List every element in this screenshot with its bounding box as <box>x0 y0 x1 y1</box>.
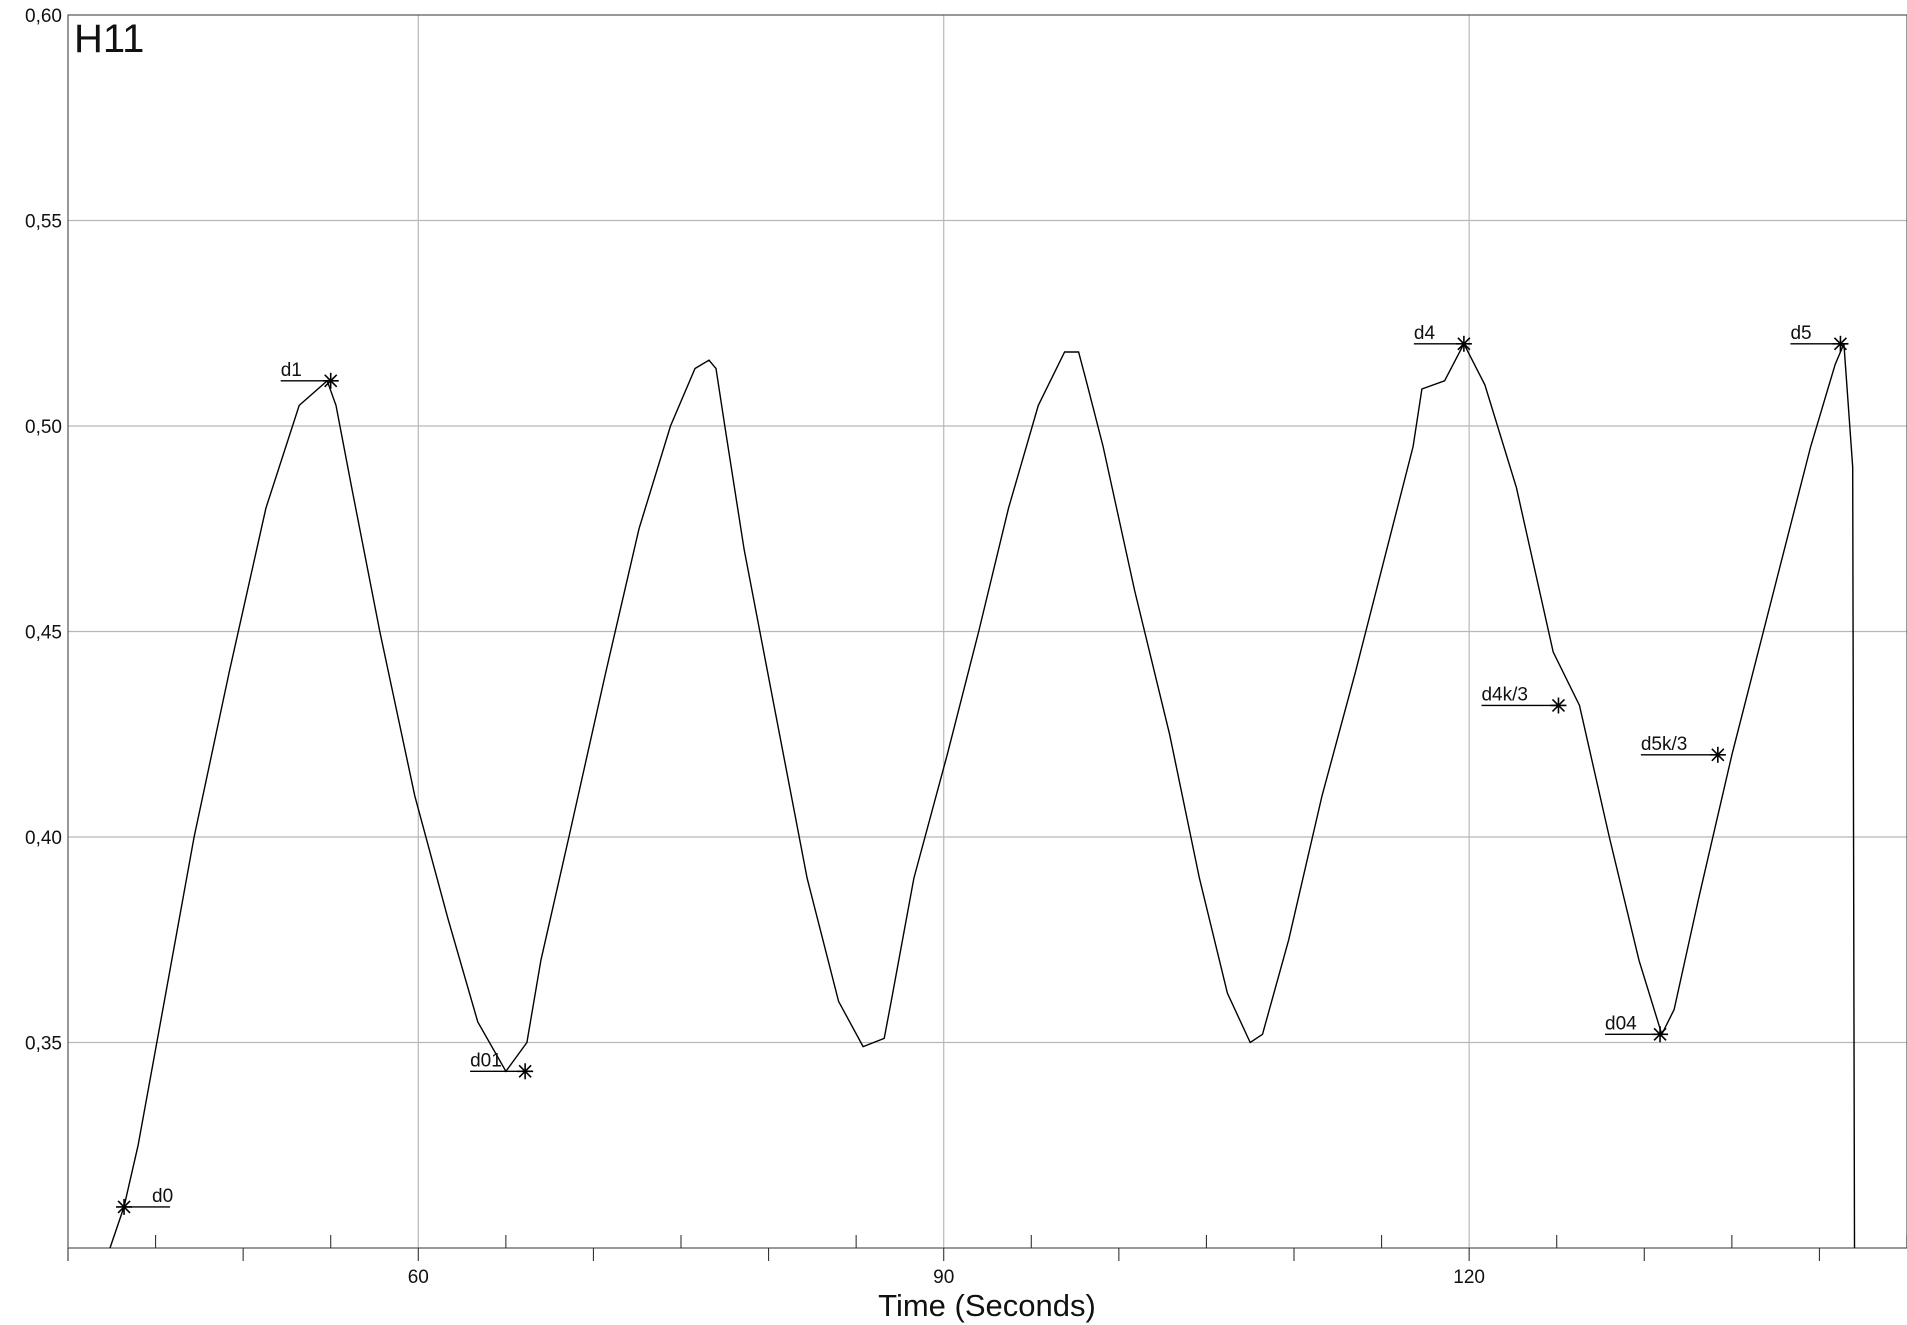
series-line <box>109 342 1856 1249</box>
annotation-label: d04 <box>1605 1013 1637 1034</box>
y-tick-label: 0,60 <box>25 6 62 27</box>
annotation-d5: d5 <box>1790 323 1849 352</box>
panel-title: H11 <box>74 17 144 61</box>
annotation-label: d4 <box>1414 323 1436 344</box>
plot-frame <box>67 14 1907 1249</box>
annotation-label: d5 <box>1790 323 1811 344</box>
axis-ticks: 0,35 0,40 0,45 0,50 0,55 0,60 60 90 120 <box>25 6 1907 1288</box>
annotation-label: d1 <box>281 360 302 381</box>
annotation-label: d5k/3 <box>1641 734 1687 755</box>
annotation-label: d4k/3 <box>1481 684 1527 705</box>
y-tick-label: 0,50 <box>25 417 62 438</box>
annotation-d0: d0 <box>116 1186 173 1215</box>
x-tick-label: 60 <box>408 1267 429 1288</box>
y-tick-label: 0,45 <box>25 623 62 644</box>
annotation-d4k-3: d4k/3 <box>1481 684 1567 714</box>
series-group <box>109 342 1856 1249</box>
y-tick-label: 0,55 <box>25 212 62 233</box>
y-tick-label: 0,35 <box>25 1034 62 1055</box>
x-tick-label: 120 <box>1453 1267 1485 1288</box>
annotation-markers: d0 d1 d01 d4 d4k/3 d04 d5k/3 d5 <box>116 323 1849 1215</box>
annotation-d04: d04 <box>1605 1013 1669 1043</box>
annotation-label: d01 <box>470 1050 502 1071</box>
annotation-d4: d4 <box>1413 323 1472 352</box>
annotation-d01: d01 <box>470 1050 534 1080</box>
annotation-label: d0 <box>152 1186 173 1207</box>
y-tick-label: 0,40 <box>25 828 62 849</box>
annotation-d1: d1 <box>280 360 339 389</box>
grid-lines <box>68 15 1907 1248</box>
annotation-d5k-3: d5k/3 <box>1640 734 1726 763</box>
x-tick-label: 90 <box>933 1267 954 1288</box>
x-axis-title: Time (Seconds) <box>878 1288 1096 1323</box>
